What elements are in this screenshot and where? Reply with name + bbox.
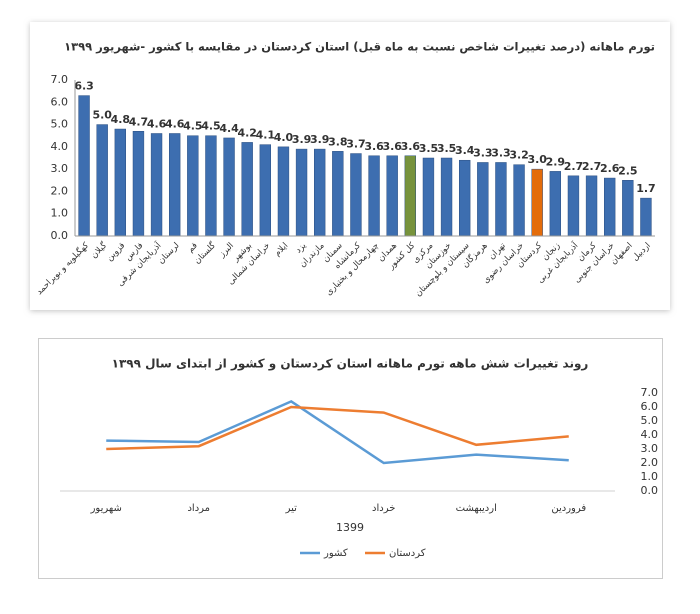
panel-2 — [38, 338, 663, 579]
bar — [277, 146, 290, 237]
value-label: 2.7 — [564, 160, 584, 173]
x-tick-label: تیر — [285, 503, 298, 514]
value-label: 3.5 — [419, 142, 439, 155]
bar — [585, 175, 598, 237]
bar — [567, 175, 580, 237]
legend-label: کردستان — [389, 548, 426, 559]
value-label: 4.7 — [129, 115, 149, 128]
value-label: 2.5 — [618, 164, 638, 177]
series-line — [106, 399, 569, 465]
y-tick-label: 2.0 — [641, 456, 659, 469]
bar — [314, 148, 326, 237]
value-label: 4.5 — [183, 120, 203, 133]
value-label: 2.7 — [582, 160, 602, 173]
value-label: 3.3 — [491, 146, 511, 159]
bar — [259, 144, 271, 237]
value-label: 3.3 — [473, 146, 493, 159]
y-tick-label: 4.0 — [51, 140, 69, 153]
bar — [132, 131, 145, 237]
x-tick-label: خرداد — [372, 503, 395, 514]
value-label: 5.0 — [92, 109, 112, 122]
value-label: 3.6 — [382, 140, 402, 153]
x-tick-label: مرداد — [187, 503, 210, 514]
x-axis-label: 1399 — [336, 521, 364, 534]
value-label: 4.4 — [219, 122, 239, 135]
x-tick-label: فروردین — [551, 503, 586, 514]
bar — [223, 137, 235, 237]
value-label: 3.6 — [364, 140, 384, 153]
bar — [114, 128, 126, 237]
y-tick-label: 7.0 — [51, 73, 69, 86]
bar — [531, 168, 543, 237]
y-tick-label: 3.0 — [51, 162, 69, 175]
y-tick-label: 5.0 — [51, 118, 69, 131]
y-tick-label: 2.0 — [51, 184, 69, 197]
value-label: 3.7 — [346, 138, 366, 151]
bar — [332, 151, 344, 237]
y-tick-label: 3.0 — [641, 442, 659, 455]
bar — [241, 142, 253, 237]
value-label: 2.6 — [600, 162, 620, 175]
y-tick-label: 6.0 — [51, 95, 69, 108]
bar — [187, 135, 199, 237]
y-tick-label: 0.0 — [51, 229, 69, 242]
value-label: 2.9 — [546, 155, 566, 168]
value-label: 3.5 — [437, 142, 457, 155]
bar — [96, 124, 108, 237]
chart-title: تورم ماهانه (درصد تغییرات شاخص نسبت به م… — [64, 40, 655, 55]
y-tick-label: 5.0 — [641, 414, 659, 427]
legend-label: کشور — [323, 548, 348, 559]
bar — [513, 164, 525, 237]
value-label: 3.6 — [401, 140, 421, 153]
bar — [169, 133, 181, 237]
bar — [368, 155, 380, 237]
bar — [386, 155, 398, 237]
value-label: 3.4 — [455, 144, 475, 157]
x-tick-label: اردیبهشت — [456, 503, 497, 514]
value-label: 4.6 — [165, 117, 185, 130]
bar — [350, 153, 362, 237]
bar — [622, 180, 634, 237]
y-tick-label: 0.0 — [641, 484, 659, 497]
value-label: 4.0 — [274, 131, 294, 144]
y-tick-label: 1.0 — [51, 207, 69, 220]
bar — [459, 159, 471, 237]
value-label: 3.2 — [509, 149, 529, 162]
bar — [549, 171, 561, 237]
y-tick-label: 4.0 — [641, 428, 659, 441]
x-tick-label: شهریور — [90, 503, 122, 514]
value-label: 6.3 — [74, 80, 94, 93]
bar — [640, 197, 652, 237]
bar — [150, 133, 163, 237]
bar — [422, 157, 435, 237]
bar — [604, 177, 616, 237]
value-label: 4.1 — [256, 129, 276, 142]
value-label: 1.7 — [636, 182, 656, 195]
series-line — [106, 405, 569, 451]
value-label: 3.9 — [310, 133, 330, 146]
value-label: 4.2 — [237, 126, 257, 139]
bar — [404, 155, 416, 237]
value-label: 4.8 — [111, 113, 131, 126]
y-tick-label: 1.0 — [641, 470, 659, 483]
value-label: 3.9 — [292, 133, 312, 146]
y-tick-label: 7.0 — [641, 386, 659, 399]
y-tick-label: 6.0 — [641, 400, 659, 413]
bar — [295, 148, 308, 237]
value-label: 4.5 — [201, 120, 221, 133]
value-label: 3.8 — [328, 135, 348, 148]
bar — [495, 162, 507, 237]
bar — [78, 95, 90, 237]
bar — [205, 135, 217, 237]
bar — [440, 157, 453, 237]
bar — [477, 162, 489, 237]
chart-title: روند تغییرات شش ماهه تورم ماهانه استان ک… — [112, 357, 589, 372]
value-label: 3.0 — [527, 153, 547, 166]
value-label: 4.6 — [147, 117, 167, 130]
